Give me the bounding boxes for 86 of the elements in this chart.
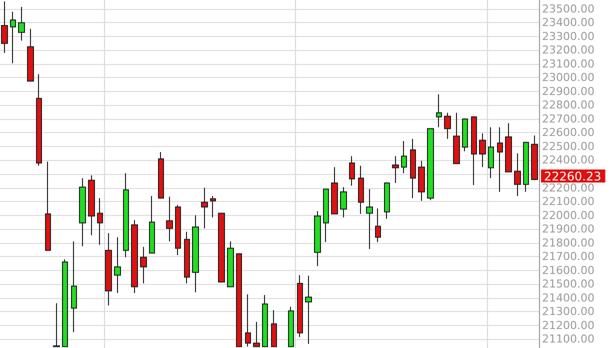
y-tick-label: 23400.00 xyxy=(542,16,594,30)
candlestick xyxy=(418,160,425,202)
y-tick-label: 22900.00 xyxy=(542,84,594,98)
candlestick xyxy=(131,220,138,294)
candlestick xyxy=(331,166,338,214)
y-tick-label: 23300.00 xyxy=(542,30,594,43)
y-tick-label: 21100.00 xyxy=(542,332,594,346)
y-tick-label: 21800.00 xyxy=(542,236,594,250)
candlestick xyxy=(488,126,494,179)
candlestick xyxy=(1,0,8,54)
candlestick xyxy=(366,188,373,250)
candlestick xyxy=(253,321,260,348)
candlestick xyxy=(392,156,399,184)
candlestick xyxy=(505,122,512,172)
text: 22260.23 xyxy=(544,169,602,184)
candlestick xyxy=(497,126,503,192)
candlestick xyxy=(175,204,181,256)
candlestick xyxy=(471,116,477,186)
y-tick-label: 23100.00 xyxy=(542,57,594,70)
candlestick xyxy=(462,118,468,152)
candlestick xyxy=(479,132,486,168)
y-tick-label: 22200.00 xyxy=(542,181,594,194)
y-tick-label: 22400.00 xyxy=(542,154,594,167)
candlestick xyxy=(184,231,190,284)
y-tick-label: 22100.00 xyxy=(542,195,594,208)
y-tick-label: 21200.00 xyxy=(542,318,594,332)
y-tick-label: 22700.00 xyxy=(542,112,594,126)
candlestick xyxy=(71,240,77,333)
candlestick xyxy=(218,212,225,282)
candlestick xyxy=(245,294,251,348)
y-tick-label: 22600.00 xyxy=(542,126,594,140)
candlestick xyxy=(297,274,303,338)
candlestick xyxy=(88,174,95,236)
candlestick xyxy=(36,74,42,166)
y-tick-label: 23000.00 xyxy=(542,71,594,84)
candlestick xyxy=(531,134,538,181)
candlestick xyxy=(340,186,347,218)
candlestick xyxy=(201,187,208,229)
candlestick xyxy=(27,28,34,82)
y-tick-label: 21400.00 xyxy=(542,291,594,304)
candlestick xyxy=(410,138,416,199)
y-tick-label: 23500.00 xyxy=(542,2,594,16)
candlestick xyxy=(45,161,51,251)
candlestick xyxy=(236,253,242,348)
candlestick xyxy=(210,196,216,218)
candlestick xyxy=(323,188,329,243)
candlestick xyxy=(444,112,451,140)
candlestick xyxy=(358,165,364,214)
candlestick xyxy=(375,208,381,243)
candlestick xyxy=(523,142,529,192)
candlestick xyxy=(158,151,164,199)
candlestick xyxy=(227,240,234,288)
candlestick xyxy=(349,156,355,186)
candlestick xyxy=(123,172,129,258)
y-tick-label: 21300.00 xyxy=(542,305,594,318)
y-tick-label: 21700.00 xyxy=(542,250,594,264)
candlestick xyxy=(453,112,460,164)
candlestick xyxy=(314,210,321,267)
candlestick xyxy=(79,178,86,247)
candlestick xyxy=(288,306,294,348)
candlestick xyxy=(149,196,155,254)
candlestick xyxy=(97,198,103,246)
candlestick xyxy=(401,140,407,174)
candlestick xyxy=(18,6,25,42)
candlestick xyxy=(436,94,442,128)
y-tick-label: 23200.00 xyxy=(542,44,594,57)
candlestick xyxy=(10,11,16,64)
candlestick xyxy=(114,236,121,294)
y-tick-label: 22000.00 xyxy=(542,208,594,222)
y-tick-label: 21900.00 xyxy=(542,222,594,236)
candlestick xyxy=(62,258,68,348)
candlestick xyxy=(305,275,312,344)
candlestick xyxy=(166,196,173,242)
y-tick-label: 21600.00 xyxy=(542,264,594,277)
y-tick-label: 22500.00 xyxy=(542,140,594,153)
candlestick xyxy=(140,246,147,284)
y-tick-label: 22800.00 xyxy=(542,98,594,112)
candlestick xyxy=(427,128,434,201)
candlestick xyxy=(271,310,277,348)
candlestick xyxy=(105,232,112,306)
candlestick xyxy=(384,182,390,220)
candlestick xyxy=(192,214,199,293)
candlestick xyxy=(514,152,521,197)
candlestick xyxy=(262,294,268,348)
candlestick xyxy=(53,302,60,348)
y-tick-label: 21500.00 xyxy=(542,278,594,291)
